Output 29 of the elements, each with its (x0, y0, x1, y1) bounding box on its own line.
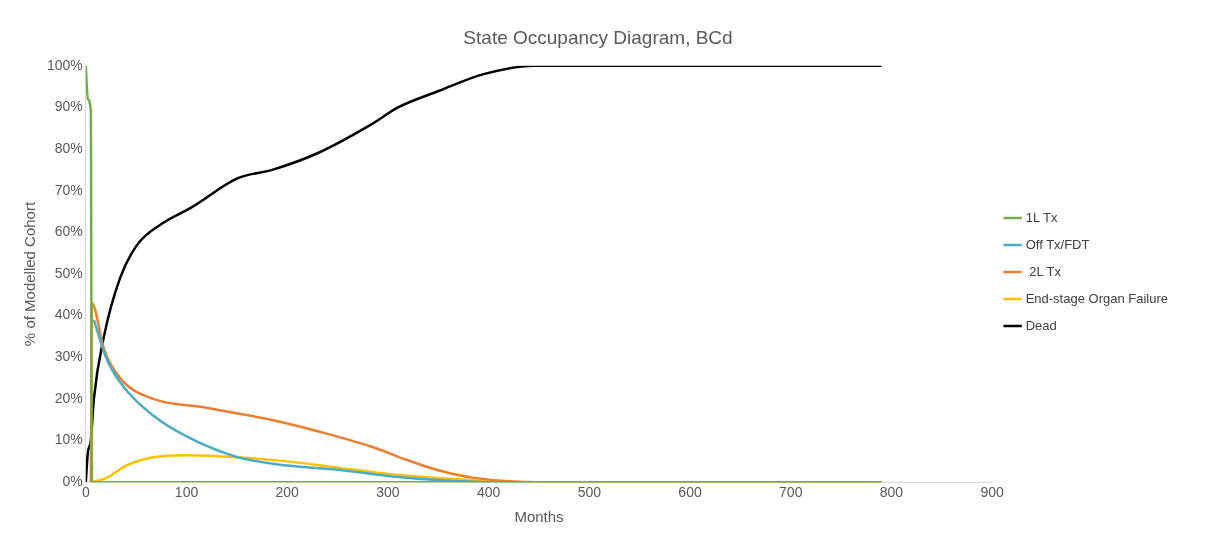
x-tick-label: 100 (174, 484, 199, 501)
y-tick-label: 50% (54, 264, 83, 281)
y-tick-label: 10% (54, 431, 83, 448)
chart-title: State Occupancy Diagram, BCd (463, 26, 733, 48)
x-axis-title: Months (514, 508, 564, 526)
y-tick-label: 40% (54, 306, 83, 323)
x-tick-label: 600 (678, 484, 702, 501)
legend-label: 2L Tx (1025, 263, 1062, 279)
y-tick-label: 0% (62, 473, 83, 490)
y-tick-label: 70% (54, 181, 83, 198)
y-axis-title: % of Modelled Cohort (21, 201, 39, 347)
legend-label: End-stage Organ Failure (1025, 290, 1169, 306)
y-tick-label: 80% (54, 139, 83, 156)
x-tick-label: 800 (879, 484, 904, 501)
legend-label: 1L Tx (1025, 209, 1058, 225)
y-tick-label: 60% (54, 223, 83, 240)
x-tick-label: 300 (376, 484, 400, 501)
x-tick-label: 900 (980, 484, 1005, 501)
x-tick-label: 400 (476, 484, 501, 501)
x-tick-label: 200 (275, 484, 300, 501)
x-tick-label: 0 (81, 484, 90, 501)
y-tick-label: 90% (54, 98, 83, 115)
legend-label: Dead (1025, 317, 1057, 333)
x-tick-label: 700 (779, 484, 803, 501)
legend-label: Off Tx/FDT (1025, 236, 1090, 252)
y-tick-label: 100% (46, 56, 83, 73)
x-tick-label: 500 (577, 484, 602, 501)
y-tick-label: 20% (54, 389, 83, 406)
y-tick-label: 30% (54, 348, 83, 365)
